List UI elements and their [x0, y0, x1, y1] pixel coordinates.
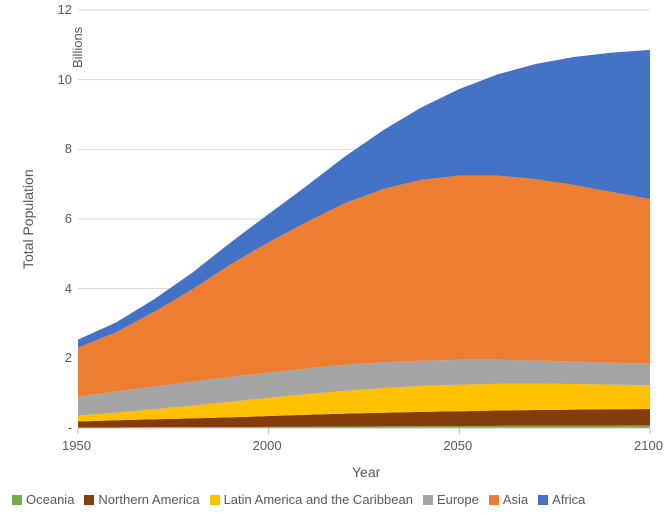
legend-item: Latin America and the Caribbean — [210, 492, 413, 507]
y-tick-label: - — [68, 420, 72, 435]
x-tick-label: 1950 — [62, 438, 91, 453]
legend-item: Northern America — [84, 492, 199, 507]
population-stacked-area-chart: Billions Total Population Year -24681012… — [0, 0, 669, 514]
x-tick-label: 2100 — [634, 438, 663, 453]
legend-swatch — [84, 495, 94, 505]
x-tick-label: 2050 — [443, 438, 472, 453]
legend-swatch — [538, 495, 548, 505]
legend-label: Africa — [552, 492, 585, 507]
legend-swatch — [489, 495, 499, 505]
legend-swatch — [210, 495, 220, 505]
y-tick-label: 6 — [65, 211, 72, 226]
legend-label: Latin America and the Caribbean — [224, 492, 413, 507]
legend-label: Northern America — [98, 492, 199, 507]
y-tick-label: 2 — [65, 350, 72, 365]
chart-legend: Oceania Northern America Latin America and… — [12, 492, 585, 507]
legend-item: Oceania — [12, 492, 74, 507]
y-tick-label: 4 — [65, 281, 72, 296]
legend-label: Asia — [503, 492, 528, 507]
legend-label: Europe — [437, 492, 479, 507]
legend-swatch — [423, 495, 433, 505]
chart-plot-area — [0, 0, 669, 514]
x-tick-label: 2000 — [253, 438, 282, 453]
legend-item: Asia — [489, 492, 528, 507]
legend-item: Europe — [423, 492, 479, 507]
y-tick-label: 10 — [58, 72, 72, 87]
legend-item: Africa — [538, 492, 585, 507]
legend-label: Oceania — [26, 492, 74, 507]
y-tick-label: 8 — [65, 141, 72, 156]
legend-swatch — [12, 495, 22, 505]
y-tick-label: 12 — [58, 2, 72, 17]
